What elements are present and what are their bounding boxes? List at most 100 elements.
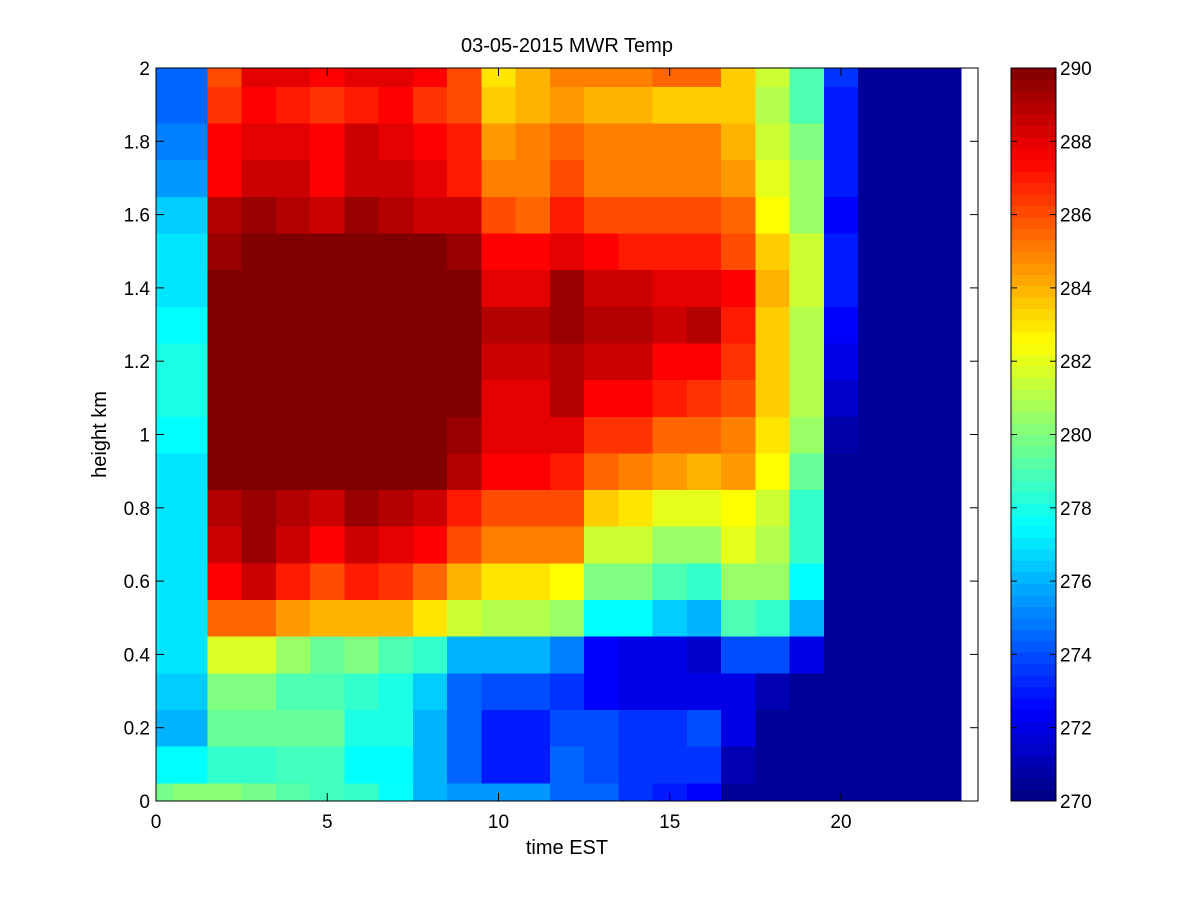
heatmap-cell (618, 416, 654, 454)
heatmap-cell (823, 379, 859, 417)
heatmap-cell (823, 782, 859, 802)
heatmap-cell (652, 782, 688, 802)
heatmap-cell (447, 306, 482, 344)
heatmap-cell (207, 526, 243, 564)
heatmap-cell (378, 782, 414, 802)
heatmap-cell (823, 489, 859, 527)
heatmap-cell (481, 526, 517, 564)
heatmap-cell (344, 379, 380, 417)
heatmap-cell (789, 489, 825, 527)
heatmap-cell (412, 232, 448, 271)
heatmap-cell (755, 122, 791, 161)
heatmap-cell (823, 562, 859, 601)
heatmap-cell (721, 562, 756, 601)
heatmap-cell (549, 68, 585, 87)
heatmap-cell (481, 782, 517, 802)
heatmap-cell (686, 232, 722, 271)
heatmap-cell (618, 636, 654, 674)
heatmap-cell (481, 672, 517, 710)
colorbar-tick-label: 270 (1060, 792, 1092, 813)
heatmap-cell (858, 599, 962, 637)
heatmap-cell (686, 672, 722, 710)
colorbar-band (1011, 400, 1056, 413)
heatmap-cell (584, 416, 619, 454)
heatmap-cell (721, 232, 756, 271)
heatmap-cell (515, 709, 551, 747)
heatmap-cell (481, 599, 517, 637)
heatmap-cell (584, 379, 619, 417)
heatmap-cell (549, 636, 585, 674)
colorbar-band (1011, 743, 1056, 756)
heatmap-cell (412, 746, 448, 784)
heatmap-cell (173, 489, 208, 527)
heatmap-cell (823, 709, 859, 747)
heatmap-cell (755, 599, 791, 637)
heatmap-cell (721, 416, 756, 454)
heatmap-cell (823, 269, 859, 307)
colorbar-band (1011, 789, 1056, 802)
heatmap-cell (789, 68, 825, 87)
colorbar-axis: 270 272 274 276 278 280 282 284 286 288 290 (1011, 59, 1092, 813)
heatmap-cell (549, 526, 585, 564)
colorbar-band (1011, 354, 1056, 367)
heatmap-cell (789, 379, 825, 417)
colorbar-band (1011, 445, 1056, 458)
heatmap-cell (310, 306, 345, 344)
heatmap-cell (173, 562, 208, 601)
heatmap-cell (173, 636, 208, 674)
heatmap-cell (823, 196, 859, 234)
heatmap-cell (275, 159, 311, 197)
colorbar-band (1011, 331, 1056, 344)
heatmap-cell (173, 526, 208, 564)
heatmap-cell (618, 232, 654, 271)
heatmap-cell (447, 416, 482, 454)
heatmap-cell (789, 599, 825, 637)
heatmap-cell (412, 599, 448, 637)
heatmap-cell (858, 782, 962, 802)
heatmap-cell (156, 196, 174, 234)
heatmap-cell (721, 489, 756, 527)
colorbar-band (1011, 102, 1056, 115)
colorbar-tick-label: 290 (1060, 59, 1092, 80)
heatmap-cell (310, 452, 345, 491)
colorbar-band (1011, 159, 1056, 172)
heatmap-cell (310, 489, 345, 527)
heatmap-cell (447, 379, 482, 417)
heatmap-cell (447, 672, 482, 710)
heatmap-cell (652, 379, 688, 417)
heatmap-cell (789, 562, 825, 601)
heatmap-cell (618, 452, 654, 491)
heatmap-cell (515, 636, 551, 674)
heatmap-cell (344, 709, 380, 747)
heatmap-cell (789, 526, 825, 564)
heatmap-cell (207, 636, 243, 674)
colorbar-band (1011, 457, 1056, 470)
y-tick-label: 0.6 (124, 572, 150, 593)
heatmap-cell (344, 342, 380, 381)
heatmap-cell (207, 709, 243, 747)
heatmap-cell (344, 196, 380, 234)
heatmap-cell (173, 232, 208, 271)
heatmap-cell (310, 782, 345, 802)
heatmap-cell (378, 68, 414, 87)
heatmap-cell (652, 68, 688, 87)
heatmap-cell (858, 672, 962, 710)
heatmap-cell (344, 452, 380, 491)
heatmap-cell (310, 68, 345, 87)
y-tick-label: 0.4 (124, 645, 151, 666)
heatmap-cell (275, 636, 311, 674)
heatmap-cell (412, 452, 448, 491)
colorbar-band (1011, 216, 1056, 229)
heatmap-cell (447, 746, 482, 784)
heatmap-cell (755, 196, 791, 234)
heatmap-cell (275, 269, 311, 307)
heatmap-cell (652, 342, 688, 381)
heatmap-cell (823, 232, 859, 271)
heatmap-cell (618, 86, 654, 124)
heatmap-cell (310, 159, 345, 197)
heatmap-cell (721, 68, 756, 87)
heatmap-cell (755, 452, 791, 491)
heatmap-cell (618, 599, 654, 637)
heatmap-cell (156, 306, 174, 344)
